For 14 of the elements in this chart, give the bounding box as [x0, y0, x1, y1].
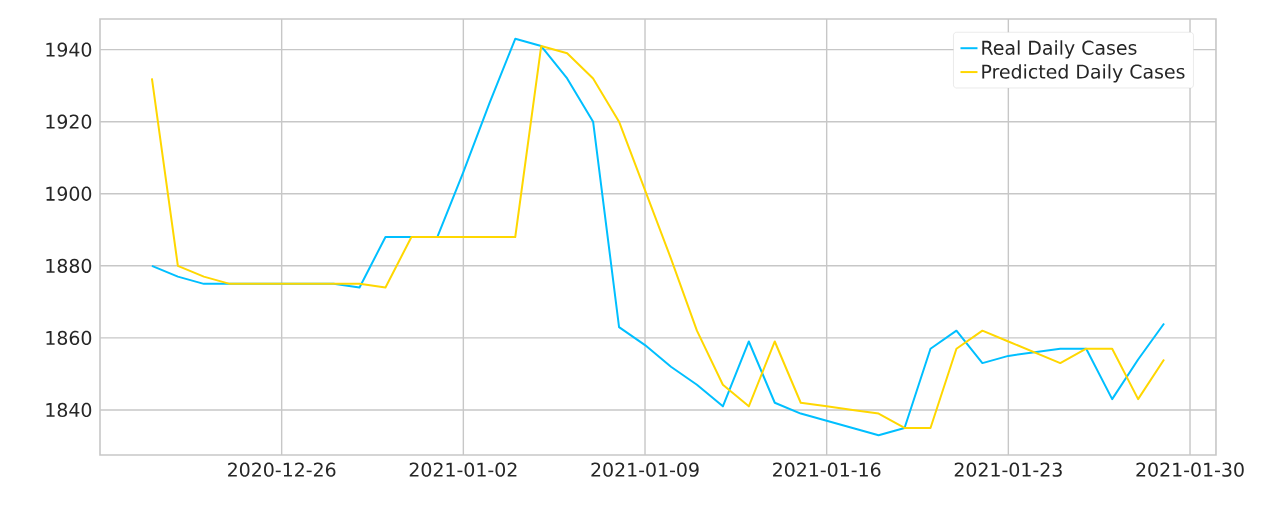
y-tick-label: 1900: [46, 186, 92, 201]
x-tick-label: 2021-01-02: [409, 462, 517, 477]
y-tick-label: 1940: [46, 42, 92, 57]
x-tick-label: 2021-01-16: [773, 462, 881, 477]
legend-label: Real Daily Cases: [982, 40, 1137, 59]
y-tick-label: 1880: [46, 258, 92, 273]
x-tick-label: 2021-01-23: [954, 462, 1062, 477]
x-tick-label: 2021-01-30: [1136, 462, 1244, 477]
x-tick-label: 2020-12-26: [228, 462, 336, 477]
y-tick-label: 1860: [46, 330, 92, 346]
legend-label: Predicted Daily Cases: [982, 64, 1185, 83]
y-tick-label: 1920: [46, 114, 92, 129]
y-tick-label: 1840: [46, 402, 92, 418]
x-tick-label: 2021-01-09: [591, 462, 699, 477]
